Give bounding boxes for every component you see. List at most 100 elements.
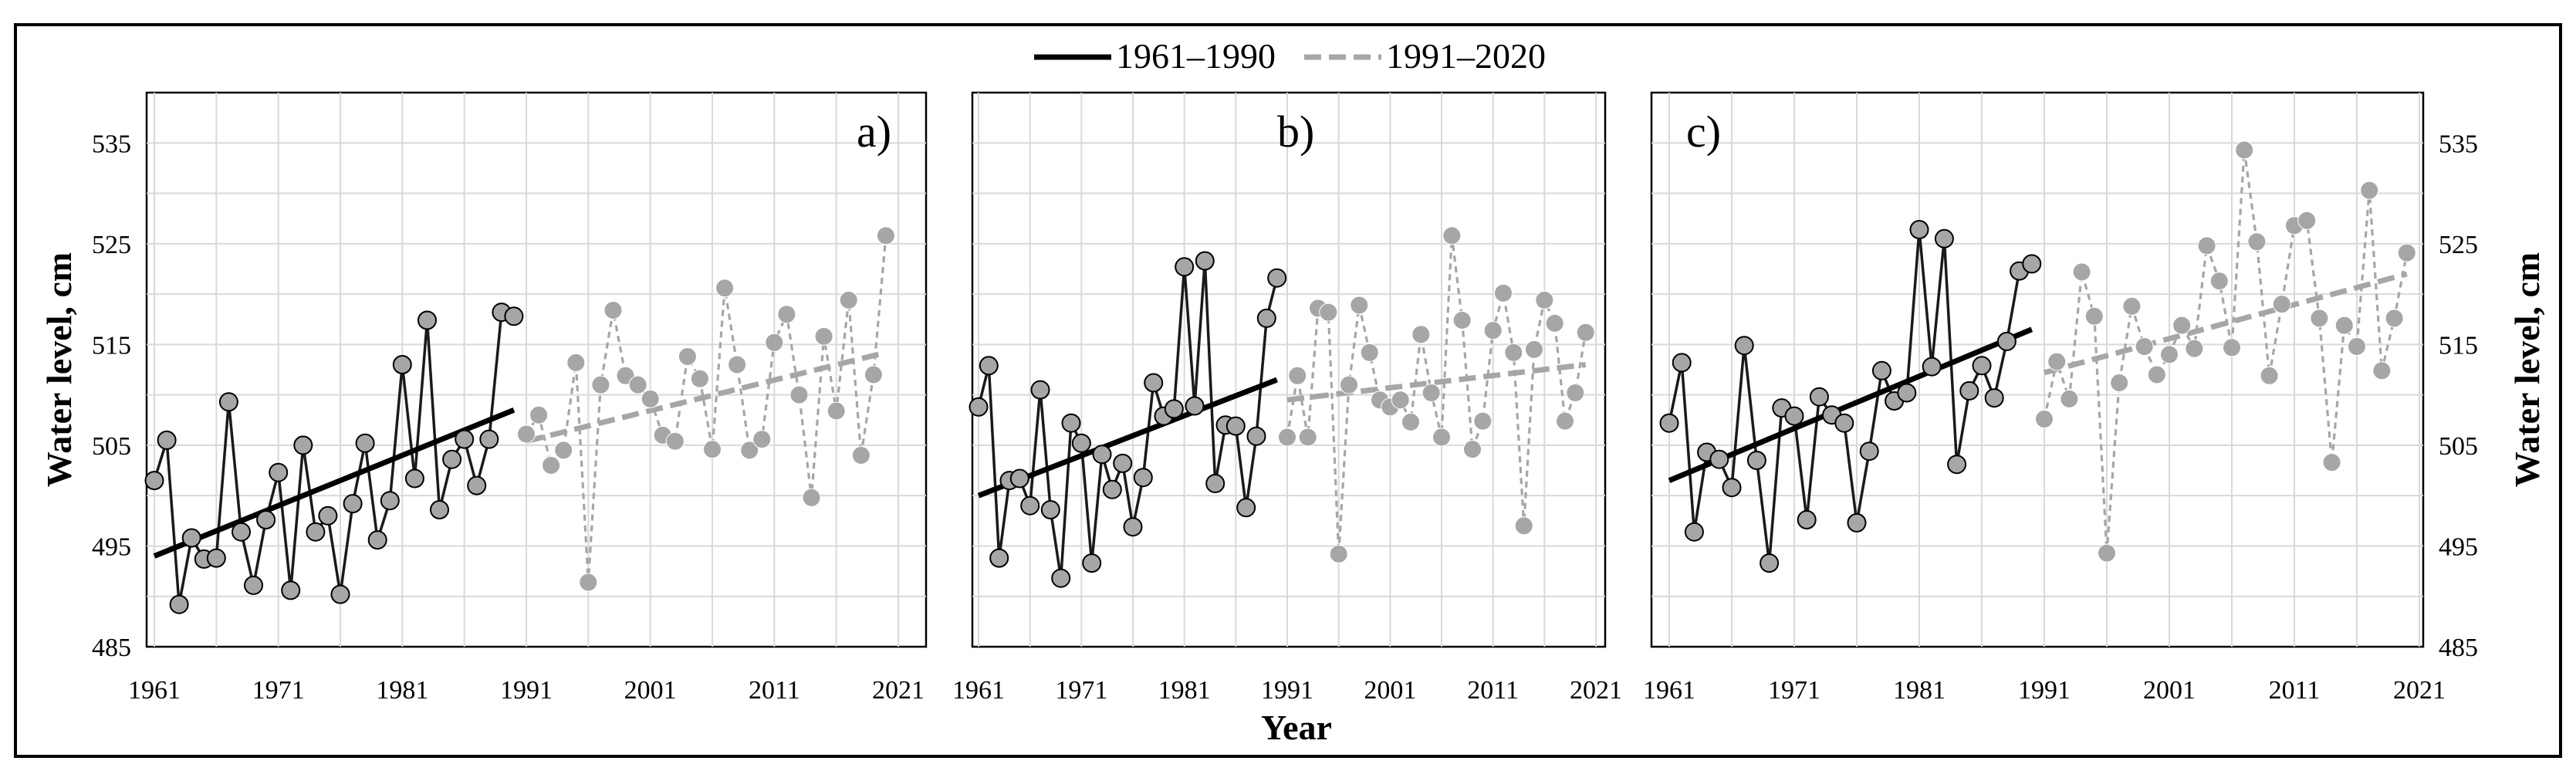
panel-a-point-1991-2020-2016 xyxy=(827,401,846,421)
x-tick-panel-c-1991: 1991 xyxy=(2018,676,2071,705)
panel-c-point-1961-1990-1983 xyxy=(1934,228,1954,249)
panel-a-point-1991-2020-1998 xyxy=(603,301,623,320)
panel-a-point-1991-2020-2018 xyxy=(851,446,870,465)
panel-c-point-1991-2020-1997 xyxy=(2110,374,2129,392)
panel-a-point-1991-2020-2017 xyxy=(839,290,858,309)
panel-a-point-1991-2020-2009 xyxy=(740,441,759,460)
x-tick-panel-c-2021: 2021 xyxy=(2393,676,2446,705)
panel-b-point-1991-2020-2018 xyxy=(1556,411,1574,431)
x-tick-panel-a-1991: 1991 xyxy=(500,676,553,705)
panel-b-point-1991-2020-2012 xyxy=(1494,283,1513,303)
panel-a-point-1991-2020-2014 xyxy=(802,488,821,507)
y-tick-left-505: 505 xyxy=(92,432,131,461)
panel-c-point-1961-1990-1985 xyxy=(1959,380,1979,401)
panel-b-point-1961-1990-1970 xyxy=(1061,413,1081,433)
panel-c-point-1961-1990-1986 xyxy=(1972,356,1992,376)
panel-c-point-1961-1990-1967 xyxy=(1734,336,1754,356)
panel-b-point-1991-2020-2008 xyxy=(1452,311,1472,330)
y-axis-right-ticks: 485 495 505 515 525 535 xyxy=(2439,130,2478,662)
legend-label-1991-2020: 1991–2020 xyxy=(1386,36,1546,76)
panel-c-point-1991-2020-1991 xyxy=(2035,410,2054,428)
x-tick-panel-a-2021: 2021 xyxy=(872,676,925,705)
panel-b-point-1961-1990-1968 xyxy=(1040,500,1060,519)
x-tick-panel-c-1981: 1981 xyxy=(1893,676,1946,705)
panel-b-point-1961-1990-1974 xyxy=(1102,479,1122,499)
panel-a-point-1991-2020-1996 xyxy=(579,573,598,592)
panel-b-point-1961-1990-1983 xyxy=(1195,251,1215,271)
panel-c-point-1961-1990-1965 xyxy=(1709,449,1729,469)
panel-a-point-1991-2020-2020 xyxy=(876,226,895,245)
panel-a-point-1991-2020-1992 xyxy=(529,405,549,424)
panel-b-point-1961-1990-1988 xyxy=(1246,426,1266,446)
panel-a-point-1991-2020-2012 xyxy=(777,305,796,324)
y-tick-left-535: 535 xyxy=(92,130,131,158)
y-tick-right-515: 515 xyxy=(2439,331,2478,360)
panel-b-point-1991-2020-2003 xyxy=(1401,412,1420,431)
panel-a-point-1991-2020-2019 xyxy=(864,365,883,384)
panel-b-marks xyxy=(969,226,1595,588)
panel-c-point-1991-2020-2004 xyxy=(2197,236,2216,255)
panel-c-point-1991-2020-2001 xyxy=(2160,345,2179,364)
panel-b-point-1991-2020-2015 xyxy=(1525,340,1543,359)
panel-b-point-1991-2020-1991 xyxy=(1278,428,1296,447)
x-tick-panel-c-1971: 1971 xyxy=(1768,676,1820,705)
panel-b-point-1991-2020-1999 xyxy=(1360,343,1379,362)
panel-c-marks xyxy=(1659,140,2416,573)
panel-b-point-1961-1990-1989 xyxy=(1256,308,1276,328)
x-axis-title: Year xyxy=(1261,708,1332,747)
panel-b-point-1991-2020-2010 xyxy=(1473,411,1493,431)
panel-c-point-1991-2020-1992 xyxy=(2047,352,2067,371)
panel-b-point-1961-1990-1982 xyxy=(1185,396,1205,416)
panel-c-trend-1961-1990 xyxy=(1668,326,2033,483)
panel-c-point-1961-1990-1987 xyxy=(1984,388,2004,408)
panel-c-point-1991-2020-2010 xyxy=(2272,295,2291,314)
panel-c-point-1991-2020-2016 xyxy=(2348,337,2366,356)
panel-a-point-1991-2020-1995 xyxy=(566,353,586,372)
panel-b-point-1961-1990-1984 xyxy=(1205,474,1225,493)
panel-b-point-1991-2020-2013 xyxy=(1504,343,1523,362)
x-tick-panel-a-2001: 2001 xyxy=(624,676,677,705)
panel-b-point-1961-1990-1965 xyxy=(1009,468,1029,489)
panel-c-point-1991-2020-2005 xyxy=(2209,272,2229,291)
panel-b: b) xyxy=(969,91,1607,648)
panel-c-point-1991-2020-2002 xyxy=(2172,316,2192,335)
panel-c-point-1991-2020-1993 xyxy=(2060,389,2079,408)
panel-b-point-1991-2020-1996 xyxy=(1329,544,1348,563)
panel-b-point-1961-1990-1980 xyxy=(1164,399,1184,419)
panel-c-point-1961-1990-1963 xyxy=(1684,522,1704,542)
x-tick-panel-b-2021: 2021 xyxy=(1570,676,1622,705)
panel-a-point-1961-1990-1990 xyxy=(504,306,524,326)
panel-b-point-1961-1990-1967 xyxy=(1030,380,1050,400)
panel-b-label: b) xyxy=(1277,107,1314,157)
panel-b-point-1961-1990-1981 xyxy=(1175,257,1195,277)
x-tick-panel-a-1981: 1981 xyxy=(376,676,428,705)
panel-c-point-1991-2020-1995 xyxy=(2084,306,2104,326)
y-tick-left-525: 525 xyxy=(92,231,131,259)
panel-a-point-1991-2020-2005 xyxy=(690,369,709,388)
panel-c-point-1961-1990-1980 xyxy=(1897,383,1917,403)
y-axis-title-right: Water level, cm xyxy=(2507,252,2547,487)
panel-a-label: a) xyxy=(857,107,891,157)
panel-b-point-1961-1990-1972 xyxy=(1082,553,1102,573)
panel-c-point-1991-2020-2013 xyxy=(2310,309,2329,328)
panel-b-point-1961-1990-1969 xyxy=(1051,568,1071,588)
panel-a-point-1961-1990-1984 xyxy=(430,500,449,519)
panel-c-point-1961-1990-1973 xyxy=(1809,387,1829,407)
panel-c-point-1961-1990-1971 xyxy=(1784,406,1804,426)
panel-b-trend-1991-2020 xyxy=(1286,361,1587,403)
panel-c-point-1991-2020-2017 xyxy=(2360,181,2379,200)
panel-a-trend-1991-2020 xyxy=(526,350,887,445)
panel-c-point-1991-2020-2006 xyxy=(2223,338,2241,357)
panel-c-point-1991-2020-2007 xyxy=(2235,140,2254,160)
panel-a-point-1961-1990-1976 xyxy=(330,584,350,604)
panel-c-point-1961-1990-1982 xyxy=(1922,357,1942,377)
panel-a-point-1991-2020-1994 xyxy=(554,441,573,460)
panel-b-point-1991-2020-2005 xyxy=(1422,384,1441,402)
panel-b-plot-area xyxy=(971,91,1607,648)
panel-a-point-1961-1990-1973 xyxy=(293,435,313,455)
x-tick-panel-a-1971: 1971 xyxy=(252,676,305,705)
panel-a-point-1961-1990-1978 xyxy=(355,433,375,453)
panel-b-point-1991-2020-1997 xyxy=(1340,375,1358,394)
y-tick-left-495: 495 xyxy=(92,533,131,561)
panel-b-point-1991-2020-2004 xyxy=(1411,325,1431,344)
